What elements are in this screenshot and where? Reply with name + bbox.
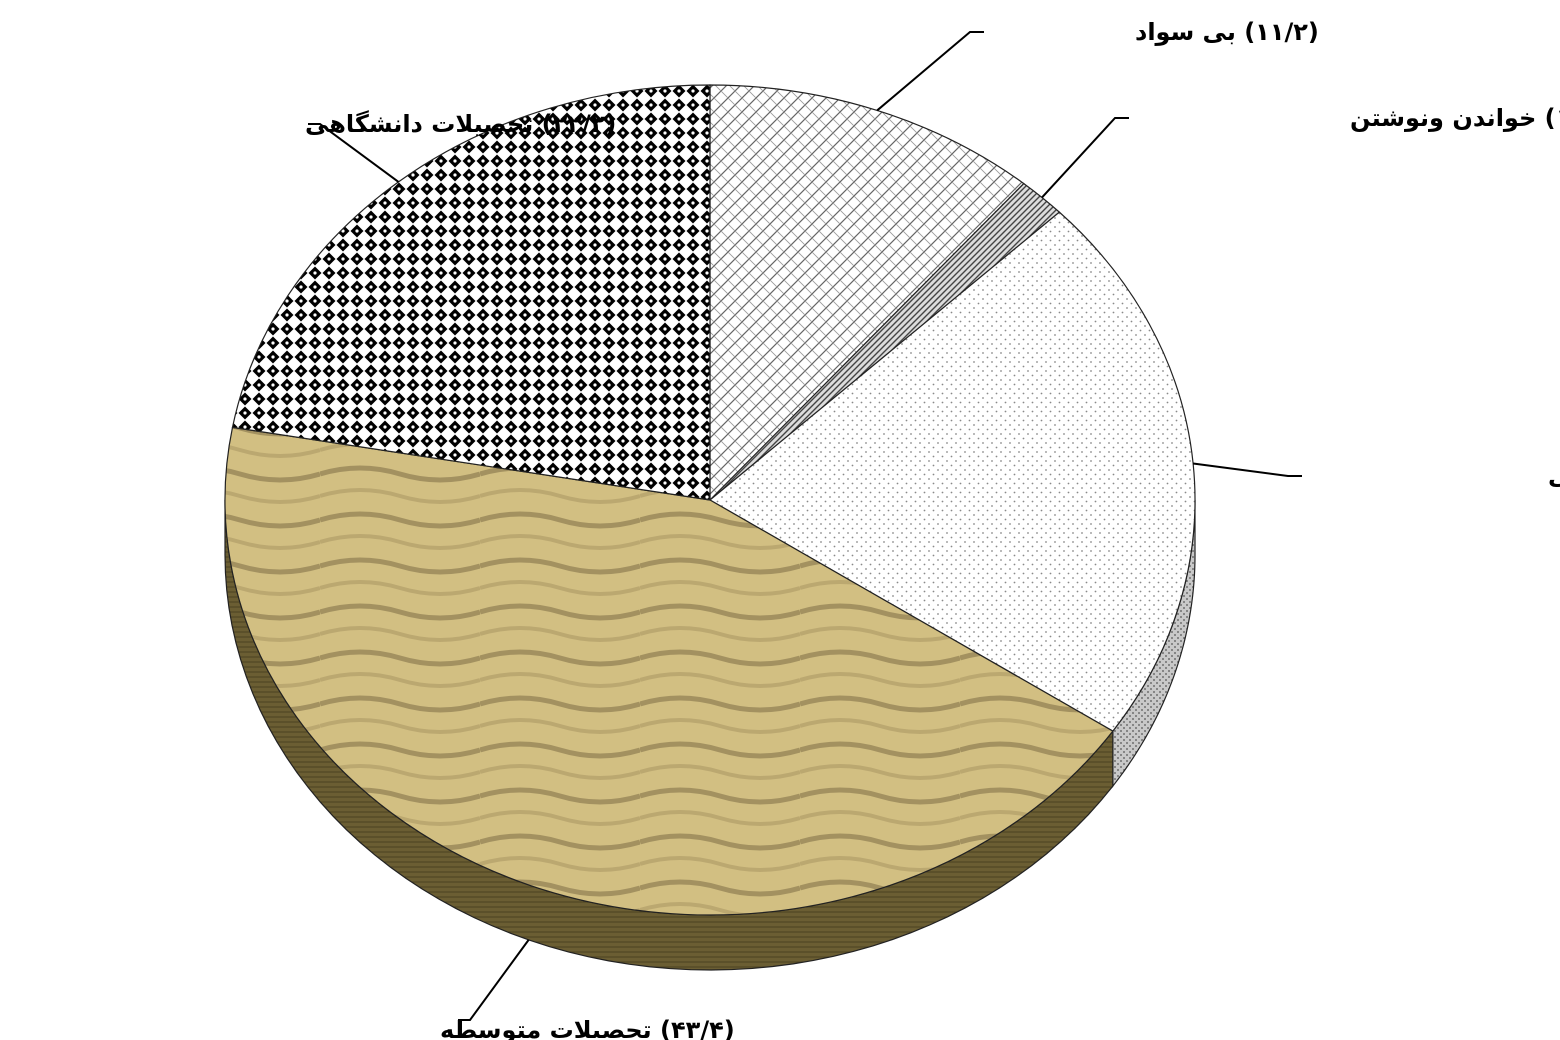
leader-line-1 bbox=[1041, 117, 1129, 199]
slice-label-1: (۱/۶) خواندن ونوشتن bbox=[1350, 104, 1560, 132]
leader-line-4 bbox=[308, 123, 400, 183]
leader-line-3 bbox=[458, 939, 530, 1021]
slice-label-0: (۱۱/۲) بی سواد bbox=[1135, 18, 1319, 46]
slice-labels: (۱۱/۲) بی سواد (۱/۶) خواندن ونوشتن (۲۱/۶) … bbox=[305, 18, 1560, 1040]
leader-line-2 bbox=[1192, 462, 1302, 477]
slice-label-2: (۲۱/۶) تحصیلات ابتدایی bbox=[1548, 462, 1560, 490]
leader-line-0 bbox=[876, 31, 984, 112]
pie-slice-3 bbox=[224, 426, 1114, 916]
pie-slices bbox=[224, 84, 1196, 916]
pie-slice-0 bbox=[709, 84, 1025, 502]
slice-label-3: (۴۳/۴) تحصیلات متوسطه bbox=[440, 1016, 735, 1040]
pie-slice-4 bbox=[231, 84, 711, 501]
slice-label-4: (۲۲/۲) تحصیلات دانشگاهی bbox=[305, 110, 616, 138]
